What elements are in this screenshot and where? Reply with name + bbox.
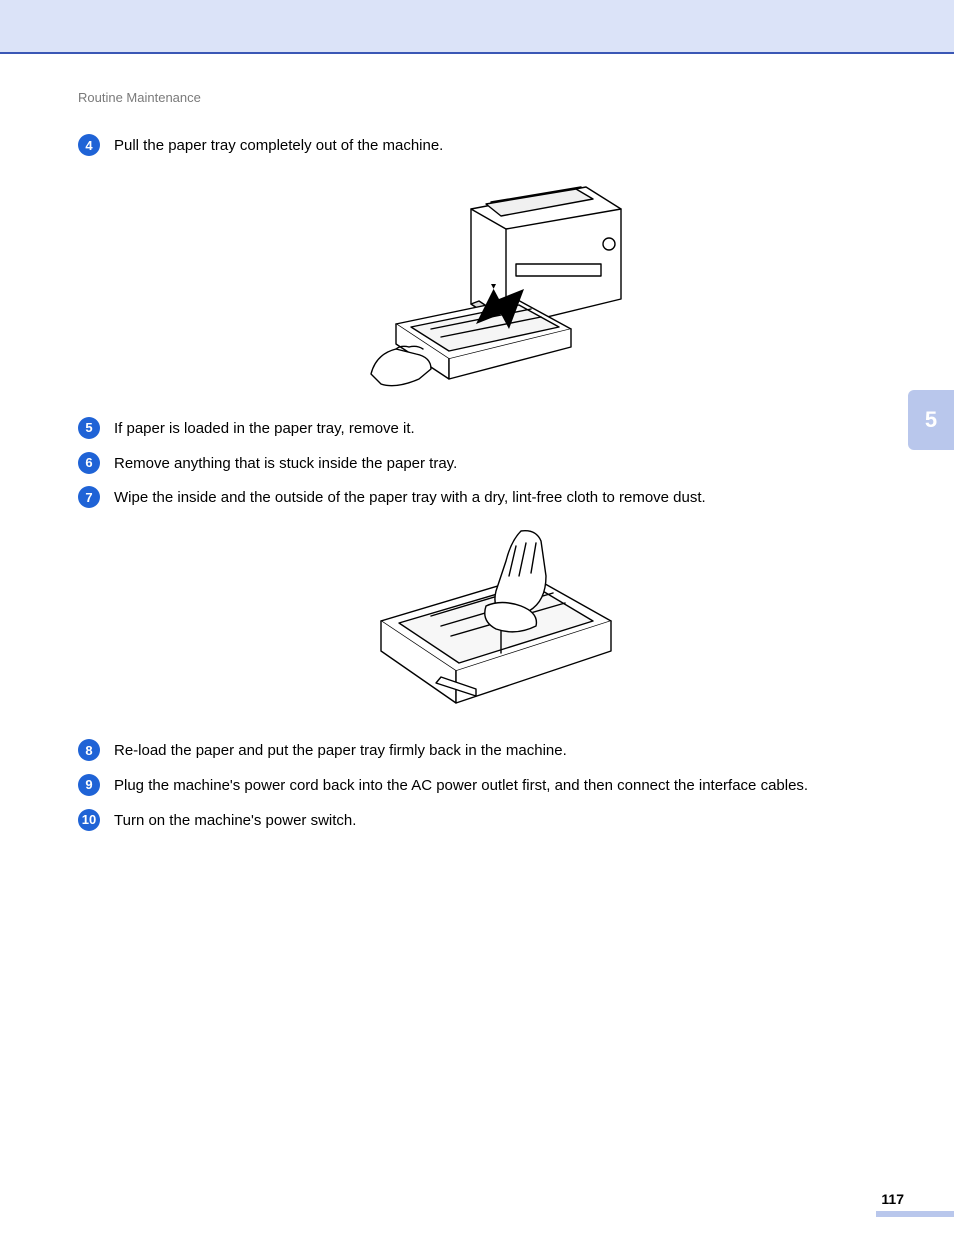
step-text: Plug the machine's power cord back into … — [114, 774, 808, 797]
step-bullet: 9 — [78, 774, 100, 796]
step-bullet: 6 — [78, 452, 100, 474]
step-bullet: 8 — [78, 739, 100, 761]
illustration-wrap — [78, 521, 904, 721]
content-area: 4 Pull the paper tray completely out of … — [78, 134, 904, 843]
step-row: 4 Pull the paper tray completely out of … — [78, 134, 904, 157]
step-row: 10 Turn on the machine's power switch. — [78, 809, 904, 832]
step-text: Turn on the machine's power switch. — [114, 809, 356, 832]
chapter-tab: 5 — [908, 390, 954, 450]
step-bullet: 7 — [78, 486, 100, 508]
step-row: 7 Wipe the inside and the outside of the… — [78, 486, 904, 509]
step-text: Pull the paper tray completely out of th… — [114, 134, 443, 157]
step-row: 5 If paper is loaded in the paper tray, … — [78, 417, 904, 440]
wipe-tray-illustration — [341, 521, 641, 721]
step-text: If paper is loaded in the paper tray, re… — [114, 417, 415, 440]
top-header-band — [0, 0, 954, 54]
step-row: 6 Remove anything that is stuck inside t… — [78, 452, 904, 475]
step-row: 9 Plug the machine's power cord back int… — [78, 774, 904, 797]
chapter-number: 5 — [925, 407, 937, 433]
step-bullet: 10 — [78, 809, 100, 831]
printer-tray-illustration — [341, 169, 641, 399]
step-bullet: 5 — [78, 417, 100, 439]
step-text: Re-load the paper and put the paper tray… — [114, 739, 567, 762]
step-text: Wipe the inside and the outside of the p… — [114, 486, 706, 509]
page-body: Routine Maintenance 5 4 Pull the paper t… — [0, 54, 954, 1235]
step-text: Remove anything that is stuck inside the… — [114, 452, 457, 475]
section-title: Routine Maintenance — [78, 90, 201, 105]
step-bullet: 4 — [78, 134, 100, 156]
step-row: 8 Re-load the paper and put the paper tr… — [78, 739, 904, 762]
page-number: 117 — [881, 1191, 904, 1207]
footer-tab-bar — [876, 1211, 954, 1217]
illustration-wrap — [78, 169, 904, 399]
